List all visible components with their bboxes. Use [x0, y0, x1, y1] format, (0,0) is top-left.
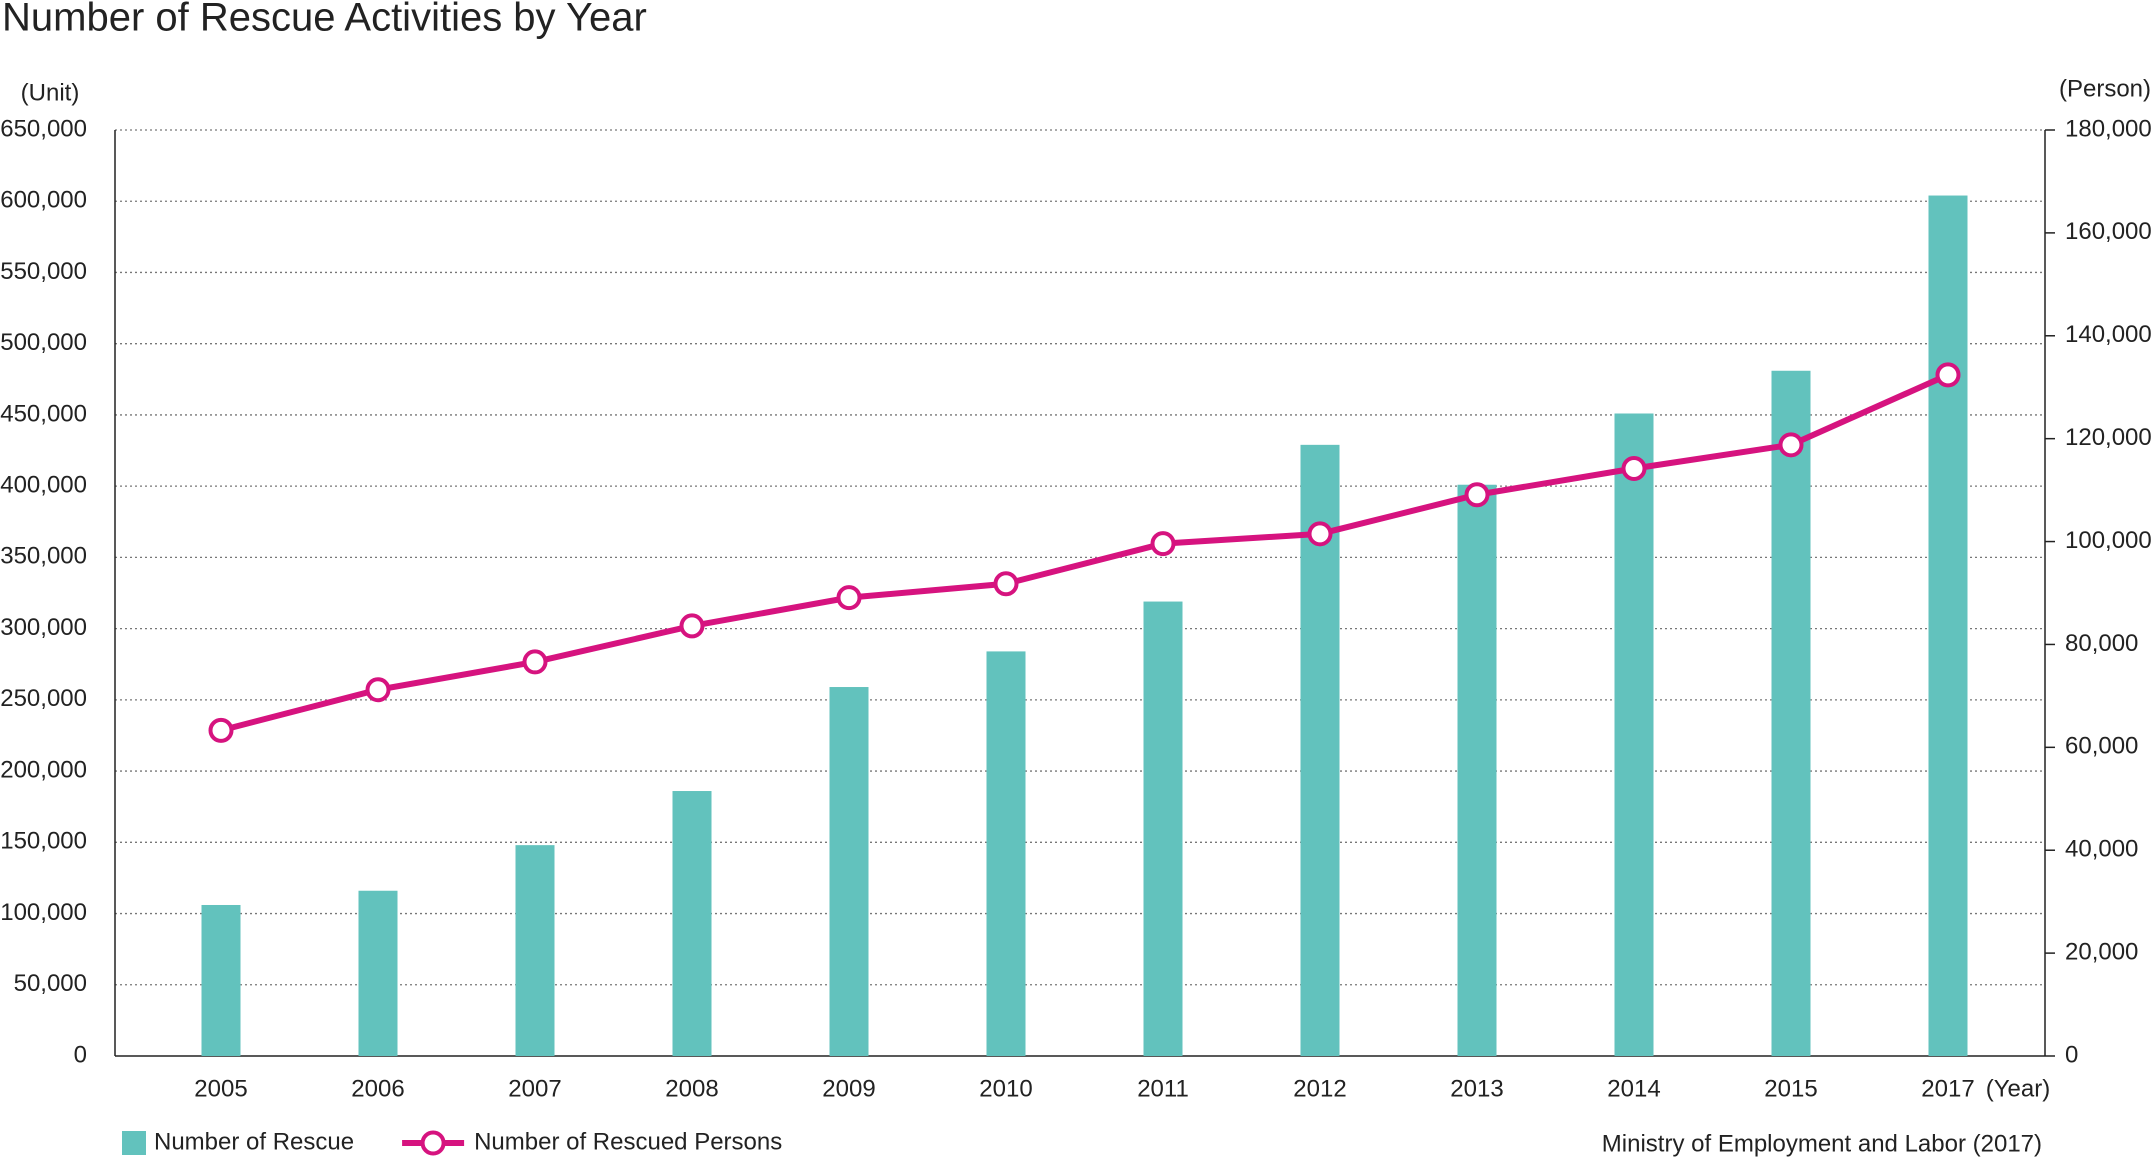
y2-tick-label: 80,000	[2065, 630, 2138, 657]
line-marker	[1621, 456, 1647, 482]
line	[220, 372, 1950, 734]
x-axis-label: (Year)	[1986, 1075, 2050, 1102]
y-tick-label: 600,000	[0, 187, 87, 214]
bar	[1614, 413, 1654, 1056]
y-tick-label: 250,000	[0, 685, 87, 712]
bar	[672, 791, 712, 1056]
legend-label: Number of Rescued Persons	[474, 1128, 782, 1155]
y-tick-label: 400,000	[0, 471, 87, 498]
line-marker	[993, 571, 1019, 597]
line-marker	[679, 613, 705, 639]
bar	[515, 845, 555, 1056]
bar	[201, 904, 241, 1056]
x-tick-label: 2015	[1764, 1075, 1817, 1102]
x-tick-label: 2005	[194, 1075, 247, 1102]
x-tick-label: 2014	[1607, 1075, 1660, 1102]
line-marker	[1150, 531, 1176, 557]
y2-tick-label: 100,000	[2065, 527, 2152, 554]
legend-marker	[420, 1130, 446, 1156]
line-marker	[522, 649, 548, 675]
legend-swatch	[122, 1131, 146, 1155]
y2-axis-label: (Person)	[2059, 75, 2151, 102]
chart-title: Number of Rescue Activities by Year	[2, 0, 647, 40]
x-tick-label: 2007	[508, 1075, 561, 1102]
y2-tick-label: 0	[2065, 1041, 2078, 1068]
x-tick-label: 2013	[1450, 1075, 1503, 1102]
line-marker	[1307, 521, 1333, 547]
y-tick-label: 500,000	[0, 329, 87, 356]
line-marker	[365, 677, 391, 703]
line-marker	[1935, 362, 1961, 388]
bar	[1771, 370, 1811, 1056]
y2-tick-label: 60,000	[2065, 733, 2138, 760]
y-tick-label: 300,000	[0, 614, 87, 641]
bar	[986, 651, 1026, 1056]
line-marker	[1778, 432, 1804, 458]
x-tick-label: 2010	[979, 1075, 1032, 1102]
y-tick-label: 0	[74, 1041, 87, 1068]
bar	[829, 687, 869, 1056]
y-tick-label: 150,000	[0, 828, 87, 855]
y-tick-label: 350,000	[0, 543, 87, 570]
y-tick-label: 200,000	[0, 756, 87, 783]
x-tick-label: 2009	[822, 1075, 875, 1102]
bar	[1143, 601, 1183, 1056]
y-tick-label: 100,000	[0, 899, 87, 926]
x-tick-label: 2006	[351, 1075, 404, 1102]
y-tick-label: 650,000	[0, 115, 87, 142]
x-tick-label: 2011	[1137, 1075, 1189, 1102]
x-tick-label: 2012	[1293, 1075, 1346, 1102]
x-tick-label: 2017	[1921, 1075, 1974, 1102]
y-tick-label: 550,000	[0, 258, 87, 285]
y2-tick-label: 120,000	[2065, 424, 2152, 451]
y2-tick-label: 140,000	[2065, 321, 2152, 348]
y2-tick-label: 160,000	[2065, 218, 2152, 245]
line-marker	[208, 717, 234, 743]
line-marker	[836, 585, 862, 611]
bar	[1300, 444, 1340, 1057]
source: Ministry of Employment and Labor (2017)	[1602, 1130, 2042, 1157]
bar	[1457, 484, 1497, 1056]
bar	[1928, 195, 1968, 1057]
legend-label: Number of Rescue	[154, 1128, 354, 1155]
y-tick-label: 50,000	[14, 970, 87, 997]
x-tick-label: 2008	[665, 1075, 718, 1102]
y2-tick-label: 180,000	[2065, 115, 2152, 142]
bar	[358, 890, 398, 1056]
y-tick-label: 450,000	[0, 400, 87, 427]
y2-tick-label: 40,000	[2065, 836, 2138, 863]
y2-tick-label: 20,000	[2065, 938, 2138, 965]
y-axis-label: (Unit)	[21, 79, 80, 106]
line-marker	[1464, 482, 1490, 508]
